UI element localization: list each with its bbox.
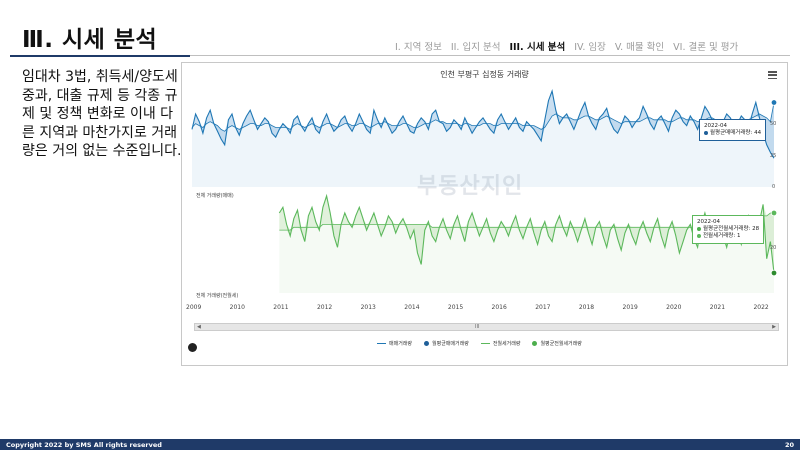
chart-container: 인천 부평구 십정동 거래량 부동산지인 전체 거래량(매매) 전체 거래량(전… bbox=[181, 62, 788, 366]
watermark-logo: 부동산지인 bbox=[417, 174, 524, 199]
summary-text: 임대차 3법, 취득세/양도세 중과, 대출 규제 등 각종 규제 및 정책 변… bbox=[22, 69, 182, 159]
chart-scrollbar[interactable]: ◀ III ▶ bbox=[194, 323, 779, 331]
reset-zoom-icon[interactable] bbox=[188, 343, 197, 352]
x-axis-year-label: 2014 bbox=[404, 304, 420, 311]
tooltip-rent: 2022-04 월평균전월세거래량: 28 전월세거래량: 1 bbox=[692, 215, 765, 244]
scroll-thumb[interactable]: III bbox=[475, 324, 480, 330]
nav-item-location[interactable]: II. 입지 분석 bbox=[450, 42, 501, 53]
x-axis-year-label: 2015 bbox=[447, 304, 464, 311]
legend-line-icon bbox=[480, 342, 490, 345]
page-number: 20 bbox=[784, 441, 794, 449]
marker-rent bbox=[770, 269, 778, 277]
legend-line-icon bbox=[377, 342, 386, 345]
series-line-average bbox=[279, 212, 774, 231]
series-line-main bbox=[191, 88, 775, 159]
marker-rent-average bbox=[770, 209, 778, 217]
hamburger-menu-icon[interactable] bbox=[768, 71, 777, 80]
x-axis-year-label: 2021 bbox=[709, 304, 726, 311]
x-axis-year-label: 2019 bbox=[622, 304, 638, 311]
scroll-left-icon[interactable]: ◀ bbox=[197, 324, 201, 330]
tooltip-dot-icon bbox=[697, 226, 701, 231]
series-floor-area bbox=[192, 102, 774, 187]
nav-item-price[interactable]: III. 시세 분석 bbox=[509, 42, 566, 53]
y-tick-label: 20 bbox=[770, 245, 777, 251]
tooltip-line: 월평균매매거래량: 44 bbox=[704, 130, 761, 137]
bottom-panel-label: 전체 거래량(전월세) bbox=[196, 293, 239, 299]
y-tick-label: 50 bbox=[770, 121, 777, 127]
nav-item-site-visit[interactable]: IV. 임장 bbox=[574, 42, 606, 53]
legend-item-rent[interactable]: 전월세거래량 bbox=[480, 340, 521, 347]
nav-item-conclusion[interactable]: VI. 결론 및 평가 bbox=[673, 42, 739, 53]
x-axis-year-label: 2020 bbox=[666, 304, 682, 311]
x-axis-year-label: 2010 bbox=[229, 304, 245, 311]
nav-item-listing[interactable]: V. 매물 확인 bbox=[614, 42, 665, 53]
legend-item-sale-avg[interactable]: 월평균매매거래량 bbox=[424, 340, 469, 347]
tooltip-sale: 2022-04 월평균매매거래량: 44 bbox=[699, 119, 767, 141]
x-axis-year-label: 2009 bbox=[186, 304, 202, 311]
marker-sale-average bbox=[770, 99, 778, 106]
x-axis-year-label: 2022 bbox=[753, 304, 769, 311]
x-axis-year-label: 2011 bbox=[273, 304, 289, 311]
title-underline bbox=[10, 55, 190, 57]
legend-label: 매매거래량 bbox=[389, 341, 413, 347]
legend-item-sale[interactable]: 매매거래량 bbox=[377, 340, 412, 347]
chart-title: 인천 부평구 십정동 거래량 bbox=[440, 70, 529, 79]
legend-dot-icon bbox=[424, 341, 430, 346]
tooltip-dot-icon bbox=[697, 233, 701, 238]
legend-label: 월평균매매거래량 bbox=[432, 341, 469, 347]
x-axis-year-label: 2016 bbox=[491, 304, 507, 311]
chart-legend: 매매거래량 월평균매매거래량 전월세거래량 월평균전월세거래량 bbox=[377, 340, 582, 347]
tooltip-dot-icon bbox=[704, 130, 708, 135]
nav-divider bbox=[190, 55, 790, 56]
footer-bar: Copyright 2022 by SMS All rights reserve… bbox=[0, 439, 800, 450]
x-axis-year-label: 2012 bbox=[316, 304, 333, 311]
nav-item-region[interactable]: I. 지역 정보 bbox=[395, 42, 442, 53]
legend-item-rent-avg[interactable]: 월평균전월세거래량 bbox=[532, 340, 582, 347]
y-tick-label: 25 bbox=[770, 153, 777, 159]
top-panel-label: 전체 거래량(매매) bbox=[196, 193, 234, 199]
legend-dot-icon bbox=[532, 341, 538, 346]
legend-label: 전월세거래량 bbox=[492, 341, 521, 347]
x-axis-year-label: 2018 bbox=[578, 304, 595, 311]
series-line-average bbox=[191, 102, 775, 132]
tooltip-line: 월평균전월세거래량: 28 bbox=[697, 226, 759, 233]
tooltip-line: 전월세거래량: 1 bbox=[697, 233, 759, 240]
footer-copyright: Copyright 2022 by SMS All rights reserve… bbox=[6, 441, 162, 449]
tooltip-date: 2022-04 bbox=[704, 123, 727, 129]
series-floor-area bbox=[279, 213, 774, 293]
x-axis-year-label: 2013 bbox=[360, 304, 376, 311]
legend-label: 월평균전월세거래량 bbox=[540, 341, 582, 347]
page-title: Ⅲ. 시세 분석 bbox=[22, 27, 158, 53]
scroll-right-icon[interactable]: ▶ bbox=[772, 324, 776, 330]
chart-plot-area bbox=[191, 88, 778, 293]
section-nav: I. 지역 정보 II. 입지 분석 III. 시세 분석 IV. 임장 V. … bbox=[395, 39, 738, 53]
tooltip-date: 2022-04 bbox=[697, 219, 720, 225]
y-tick-label: 0 bbox=[772, 184, 776, 190]
x-axis-year-label: 2017 bbox=[535, 304, 551, 311]
